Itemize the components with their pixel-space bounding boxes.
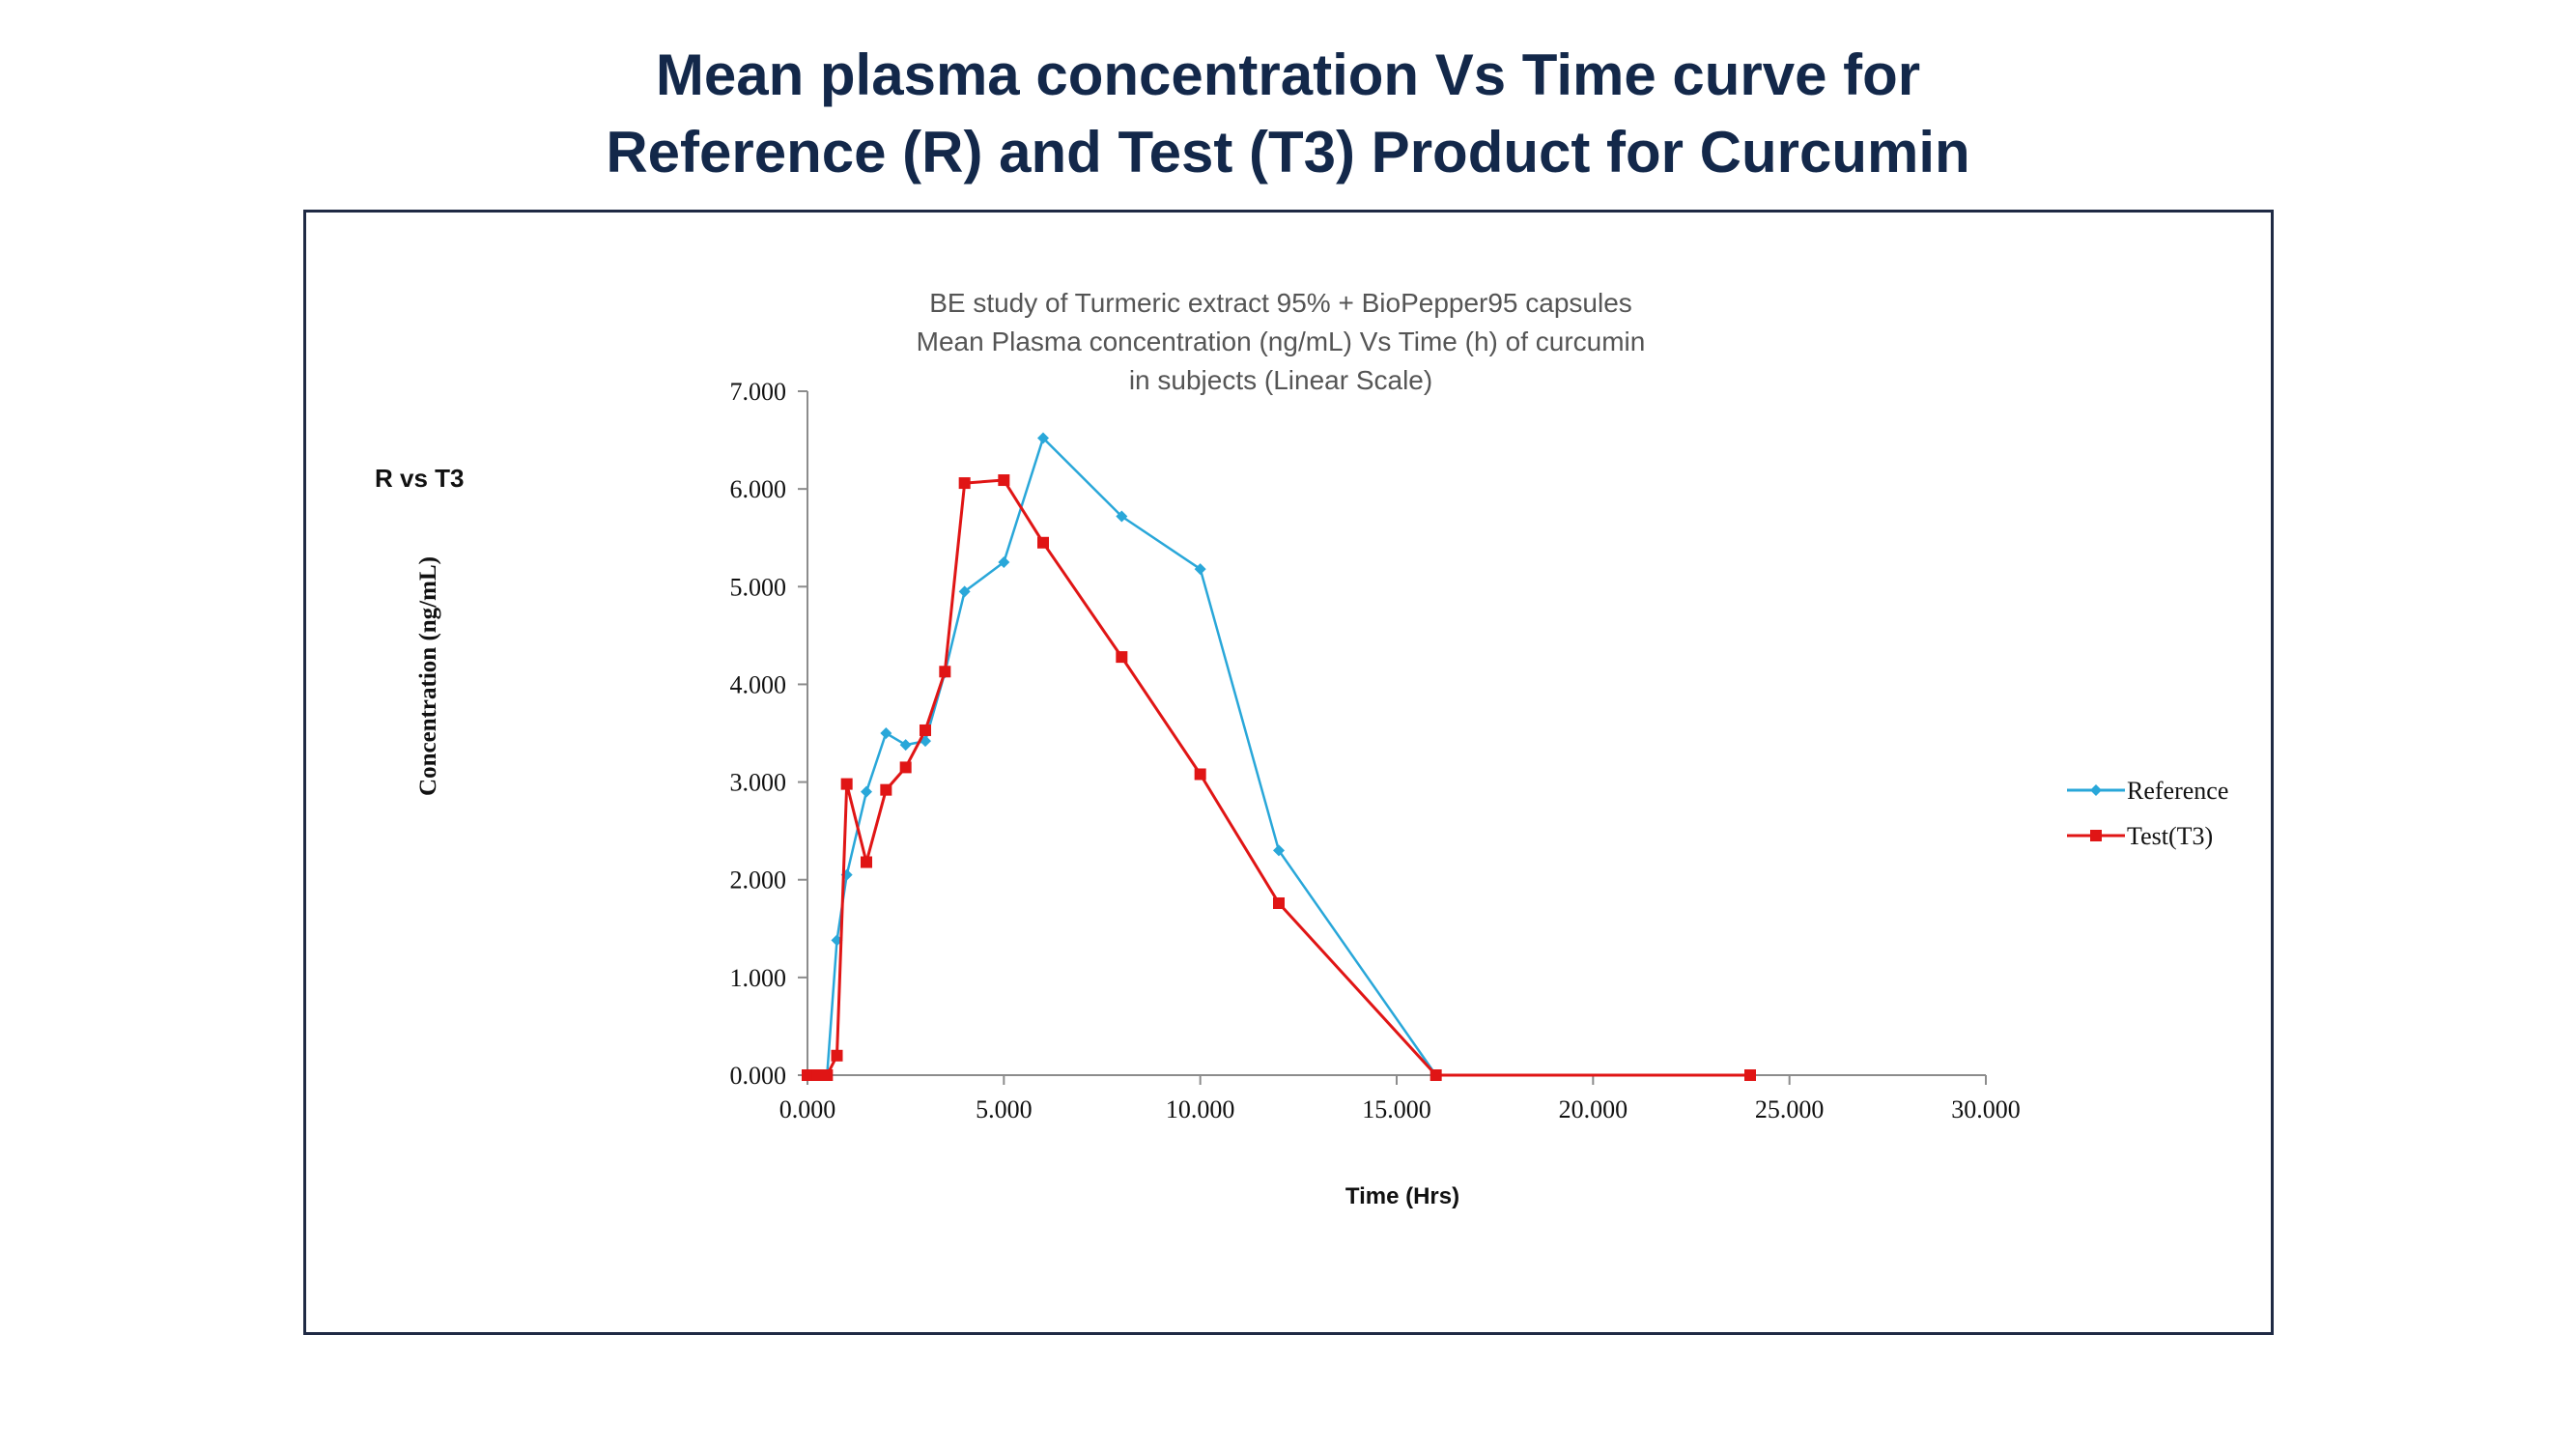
legend-marker-2 bbox=[2090, 830, 2102, 841]
x-tick-label: 0.000 bbox=[779, 1095, 836, 1123]
chart-title-line-3: in subjects (Linear Scale) bbox=[1129, 365, 1432, 395]
data-point-test bbox=[1194, 768, 1206, 781]
data-point-test bbox=[1037, 536, 1049, 549]
y-tick-label: 5.000 bbox=[730, 573, 787, 601]
y-tick-label: 2.000 bbox=[730, 867, 787, 895]
comparison-label: R vs T3 bbox=[375, 464, 465, 493]
data-point-reference bbox=[1273, 844, 1285, 857]
chart-title-line-2: Mean Plasma concentration (ng/mL) Vs Tim… bbox=[917, 327, 1646, 356]
x-tick-label: 10.000 bbox=[1166, 1095, 1235, 1123]
y-tick-label: 0.000 bbox=[730, 1062, 787, 1090]
x-tick-label: 15.000 bbox=[1362, 1095, 1431, 1123]
data-point-test bbox=[802, 1069, 813, 1081]
y-tick-label: 7.000 bbox=[730, 378, 787, 406]
data-point-reference bbox=[958, 585, 971, 598]
data-point-reference bbox=[899, 739, 912, 752]
data-point-reference bbox=[1116, 510, 1128, 523]
data-point-test bbox=[821, 1069, 834, 1081]
data-point-test bbox=[1430, 1069, 1442, 1081]
data-point-reference bbox=[998, 556, 1010, 568]
data-point-reference bbox=[1194, 563, 1206, 576]
chart-frame bbox=[303, 210, 2274, 1335]
series-line-reference bbox=[807, 437, 1750, 1077]
chart-title-line-1: BE study of Turmeric extract 95% + BioPe… bbox=[929, 288, 1632, 318]
y-tick-label: 3.000 bbox=[730, 769, 787, 797]
data-point-test bbox=[1273, 896, 1285, 909]
legend-label-2: Test(T3) bbox=[2127, 822, 2213, 850]
data-point-test bbox=[831, 1049, 843, 1062]
data-point-test bbox=[861, 856, 872, 868]
y-tick-label: 1.000 bbox=[730, 964, 787, 992]
data-point-reference bbox=[880, 727, 892, 739]
series-line-test-t3 bbox=[807, 478, 1750, 1077]
slide-title-line-1: Mean plasma concentration Vs Time curve … bbox=[655, 43, 1921, 107]
slide-title-line-2: Reference (R) and Test (T3) Product for … bbox=[606, 120, 1970, 185]
y-axis-title: Concentration (ng/mL) bbox=[415, 556, 441, 796]
data-point-test bbox=[998, 474, 1010, 487]
data-point-reference bbox=[861, 785, 872, 798]
data-point-test bbox=[811, 1069, 824, 1081]
data-point-test bbox=[920, 724, 931, 736]
data-point-test bbox=[958, 477, 971, 490]
y-tick-label: 6.000 bbox=[730, 475, 787, 503]
data-point-test bbox=[899, 761, 912, 774]
x-tick-label: 20.000 bbox=[1559, 1095, 1628, 1123]
x-axis-title: Time (Hrs) bbox=[1345, 1183, 1459, 1209]
data-point-reference bbox=[1037, 432, 1049, 444]
y-tick-label: 4.000 bbox=[730, 670, 787, 698]
data-point-test bbox=[1744, 1069, 1756, 1081]
x-tick-label: 5.000 bbox=[976, 1095, 1033, 1123]
x-tick-label: 30.000 bbox=[1951, 1095, 2021, 1123]
data-point-test bbox=[1116, 651, 1128, 664]
slide-title: Mean plasma concentration Vs Time curve … bbox=[0, 37, 2576, 191]
x-tick-label: 25.000 bbox=[1755, 1095, 1825, 1123]
data-point-test bbox=[880, 783, 892, 796]
legend-label-1: Reference bbox=[2127, 777, 2228, 805]
data-point-test bbox=[840, 778, 853, 790]
legend-marker-1 bbox=[2090, 784, 2102, 796]
data-point-test bbox=[939, 666, 951, 678]
